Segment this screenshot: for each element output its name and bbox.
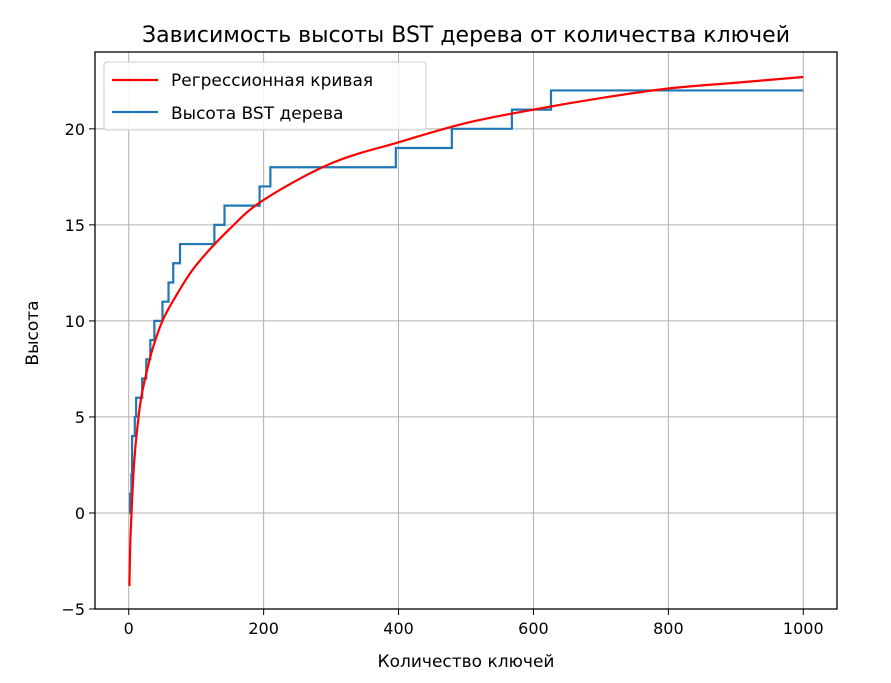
x-tick-label: 200 — [248, 619, 279, 638]
legend: Регрессионная кривая Высота BST дерева — [103, 61, 427, 131]
y-tick-label: −5 — [61, 600, 85, 619]
y-tick-label: 5 — [75, 408, 85, 427]
legend-label-bst-height: Высота BST дерева — [171, 104, 343, 124]
y-axis-label: Высота — [23, 300, 43, 365]
x-tick-label: 1000 — [783, 619, 824, 638]
y-tick-label: 15 — [65, 216, 85, 235]
grid — [95, 52, 837, 610]
regression-curve-line — [128, 75, 804, 586]
y-tick-label: 10 — [65, 312, 85, 331]
legend-label-regression: Регрессионная кривая — [171, 71, 373, 91]
series-group — [128, 75, 804, 586]
chart-title: Зависимость высоты BST дерева от количес… — [142, 23, 790, 48]
bst-height-step-line — [128, 89, 804, 515]
plot-frame — [94, 51, 838, 610]
y-tick-label: 20 — [65, 120, 85, 139]
y-tick-label: 0 — [75, 504, 85, 523]
x-tick-label: 0 — [124, 619, 134, 638]
legend-box — [103, 61, 427, 131]
ticks: 0 200 400 600 800 1000 −5 0 5 10 15 20 — [61, 120, 823, 638]
x-tick-label: 600 — [518, 619, 549, 638]
x-tick-label: 400 — [383, 619, 414, 638]
x-tick-label: 800 — [653, 619, 684, 638]
x-axis-label: Количество ключей — [378, 652, 555, 672]
